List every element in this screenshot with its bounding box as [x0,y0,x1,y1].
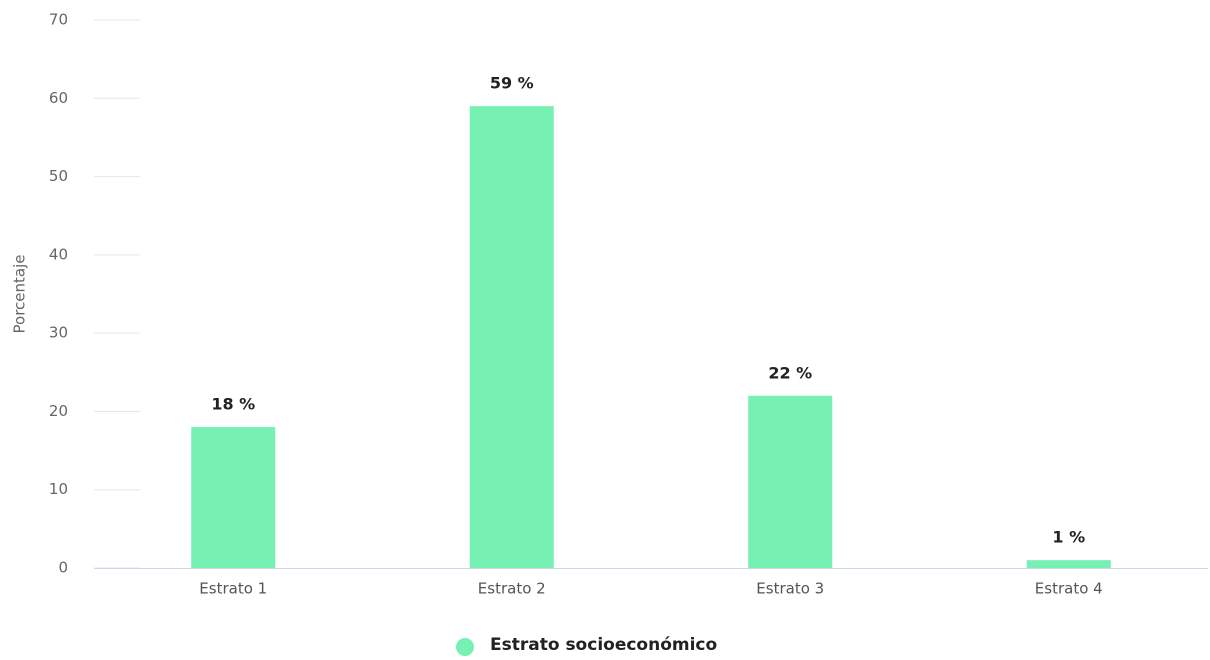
x-tick-label: Estrato 4 [1035,580,1103,598]
bar [1026,560,1111,568]
legend-marker [456,638,474,656]
y-tick-label: 30 [49,324,68,342]
bar [191,427,276,568]
value-label: 18 % [211,395,255,414]
value-label: 1 % [1052,528,1085,547]
value-label: 22 % [768,363,812,382]
y-tick-label: 70 [49,11,68,29]
y-tick-label: 0 [58,559,68,577]
y-tick-label: 10 [49,480,68,498]
x-tick-label: Estrato 2 [478,580,546,598]
bar [469,106,554,568]
y-tick-label: 20 [49,402,68,420]
x-tick-label: Estrato 1 [199,580,267,598]
y-tick-label: 60 [49,89,68,107]
x-tick-label: Estrato 3 [756,580,824,598]
y-axis-title: Porcentaje [11,255,29,334]
bar [748,395,833,568]
legend-label: Estrato socioeconómico [490,635,717,655]
y-tick-label: 40 [49,245,68,263]
y-tick-label: 50 [49,167,68,185]
value-label: 59 % [490,74,534,93]
